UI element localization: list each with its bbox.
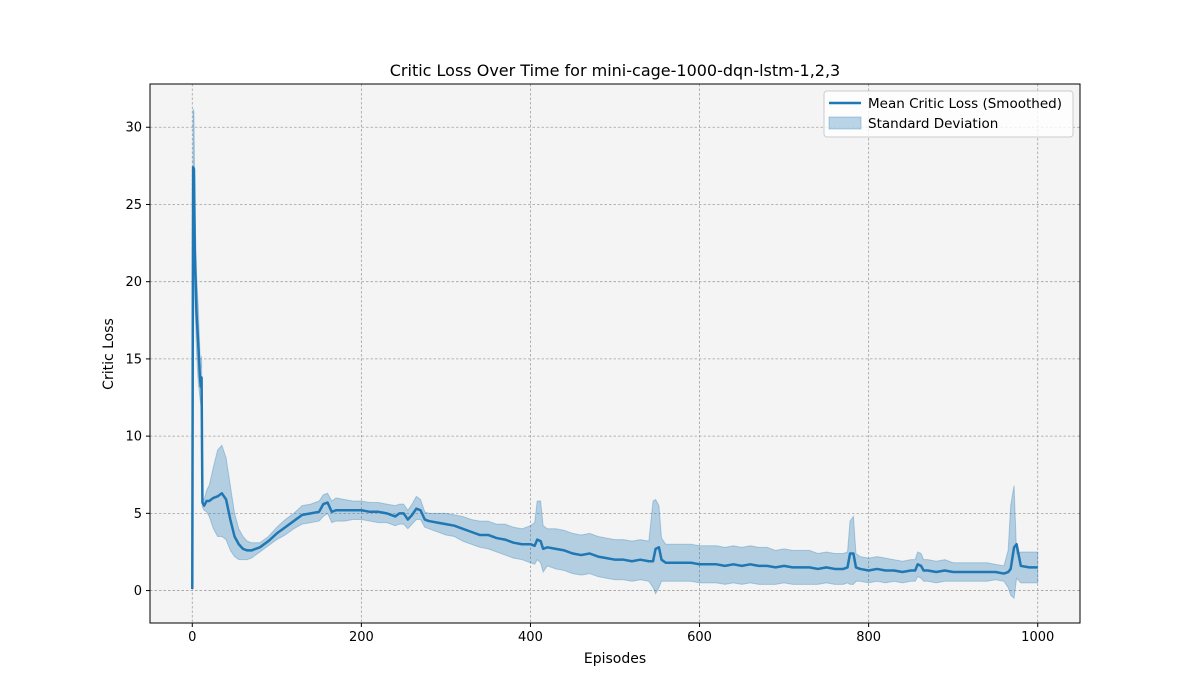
mean-critic-loss-line xyxy=(191,166,1038,590)
y-tick-label: 15 xyxy=(125,352,142,367)
x-tick-label: 800 xyxy=(856,630,881,645)
x-axis-label: Episodes xyxy=(584,651,646,667)
chart-title: Critic Loss Over Time for mini-cage-1000… xyxy=(390,61,840,80)
x-tick-label: 400 xyxy=(518,630,543,645)
y-tick-label: 10 xyxy=(125,430,142,445)
x-axis-ticks: 0 200 400 600 800 1000 xyxy=(188,623,1054,645)
x-tick-label: 600 xyxy=(687,630,712,645)
legend-band-swatch xyxy=(828,116,862,130)
plot-area xyxy=(150,84,1080,623)
y-axis-ticks: 0 5 10 15 20 25 30 xyxy=(125,121,150,599)
y-tick-label: 0 xyxy=(134,584,142,599)
x-tick-label: 0 xyxy=(188,630,196,645)
mean-line-layer xyxy=(191,166,1038,590)
plot-frame xyxy=(149,83,1081,624)
y-axis-label: Critic Loss xyxy=(101,318,117,390)
x-tick-label: 200 xyxy=(349,630,374,645)
legend-entry-mean: Mean Critic Loss (Smoothed) xyxy=(868,96,1062,112)
legend-entry-std: Standard Deviation xyxy=(868,116,998,132)
legend-box xyxy=(823,90,1074,138)
y-tick-label: 20 xyxy=(125,275,142,290)
y-tick-label: 30 xyxy=(125,121,142,136)
y-tick-label: 5 xyxy=(134,507,142,522)
x-tick-label: 1000 xyxy=(1021,630,1054,645)
legend: Mean Critic Loss (Smoothed) Standard Dev… xyxy=(823,90,1074,138)
y-tick-label: 25 xyxy=(125,198,142,213)
